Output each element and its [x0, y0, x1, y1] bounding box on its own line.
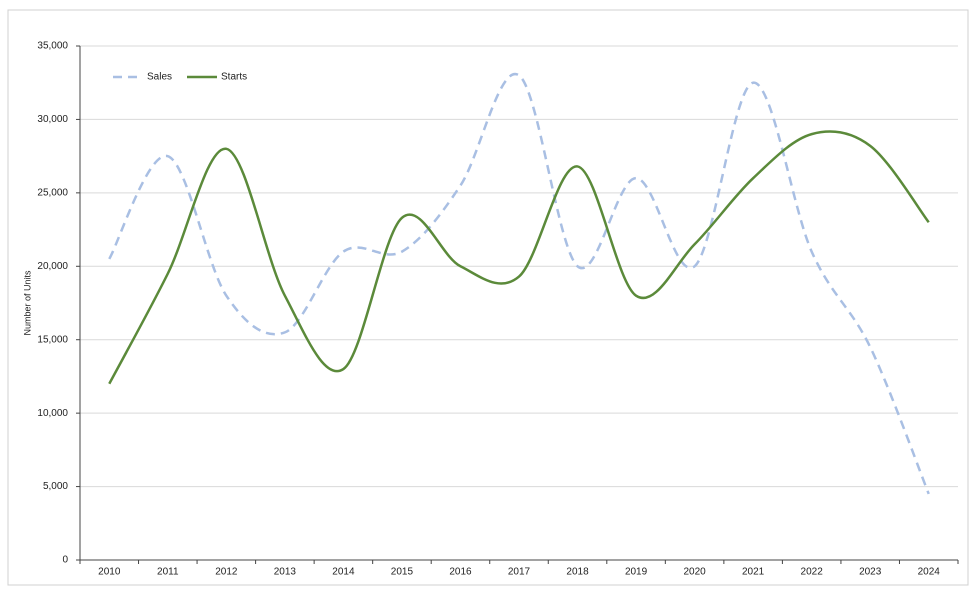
x-tick-label: 2015 [391, 567, 414, 578]
x-tick-label: 2011 [157, 567, 179, 578]
x-tick-label: 2020 [683, 567, 706, 578]
x-tick-label: 2018 [566, 567, 589, 578]
x-tick-label: 2016 [449, 567, 472, 578]
y-tick-label: 10,000 [37, 408, 68, 419]
y-tick-label: 20,000 [37, 261, 68, 272]
chart-frame [7, 9, 969, 586]
x-tick-label: 2019 [625, 567, 648, 578]
x-tick-label: 2010 [98, 567, 121, 578]
y-tick-label: 0 [62, 555, 68, 566]
y-axis-label: Number of Units [22, 270, 32, 336]
y-tick-label: 30,000 [37, 114, 68, 125]
y-tick-label: 25,000 [37, 187, 68, 198]
y-tick-label: 5,000 [43, 481, 68, 492]
x-tick-label: 2014 [332, 567, 355, 578]
x-tick-label: 2023 [859, 567, 882, 578]
y-tick-label: 15,000 [37, 334, 68, 345]
x-tick-label: 2024 [918, 567, 941, 578]
legend-label: Starts [221, 72, 247, 83]
x-tick-label: 2022 [801, 567, 824, 578]
y-tick-label: 35,000 [37, 41, 68, 52]
x-tick-label: 2021 [742, 567, 765, 578]
legend-label: Sales [147, 72, 172, 83]
x-tick-label: 2013 [274, 567, 297, 578]
x-tick-label: 2017 [508, 567, 531, 578]
series-line [108, 72, 930, 495]
x-tick-label: 2012 [215, 567, 238, 578]
series-line [108, 130, 930, 385]
